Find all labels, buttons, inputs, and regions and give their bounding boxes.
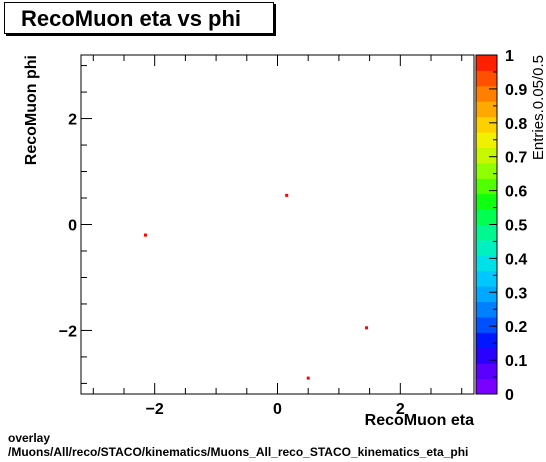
tick-labels: −2 0 2 −2 0 2 0 0.1 0.2 0.3 0.4 0.5 0.6 0.7 0.8 0.9 1 xyxy=(59,48,528,418)
colorbar-band xyxy=(476,239,497,256)
z-tick-label: 0.4 xyxy=(505,251,527,268)
footer-overlay-label: overlay xyxy=(8,431,51,445)
footer-histogram-path: /Muons/All/reco/STACO/kinematics/Muons_A… xyxy=(8,445,469,459)
colorbar-band xyxy=(476,162,497,179)
colorbar-band xyxy=(476,286,497,303)
colorbar-band xyxy=(476,132,497,148)
data-point xyxy=(365,326,369,330)
z-tick-label: 0.7 xyxy=(505,150,527,167)
colorbar-band xyxy=(476,301,497,318)
x-axis-label: RecoMuon eta xyxy=(365,412,474,429)
z-tick-label: 0.6 xyxy=(505,184,527,201)
colorbar-band xyxy=(476,101,497,118)
title-box: RecoMuon eta vs phi xyxy=(4,2,274,34)
colorbar-band xyxy=(476,332,497,349)
colorbar-band xyxy=(476,178,497,195)
chart-title: RecoMuon eta vs phi xyxy=(21,6,242,31)
colorbar-band xyxy=(476,347,497,364)
data-point xyxy=(285,193,289,197)
x-tick-label: 2 xyxy=(396,401,405,418)
z-tick-label: 1 xyxy=(505,48,514,65)
x-tick-label: 0 xyxy=(273,401,282,418)
z-axis-label: Entries.0.05/0.5 xyxy=(530,55,546,160)
y-tick-label: −2 xyxy=(59,323,77,340)
colorbar-band xyxy=(476,55,497,71)
z-tick-label: 0.2 xyxy=(505,319,527,336)
colorbar xyxy=(475,54,498,395)
data-point xyxy=(143,233,147,237)
z-tick-label: 0.9 xyxy=(505,82,527,99)
y-tick-label: 2 xyxy=(68,112,77,129)
colorbar-band xyxy=(476,147,497,164)
colorbar-band xyxy=(476,209,497,225)
colorbar-band xyxy=(476,224,497,241)
data-points xyxy=(143,193,369,380)
colorbar-band xyxy=(476,255,497,272)
z-tick-label: 0.5 xyxy=(505,218,527,235)
z-tick-label: 0 xyxy=(505,387,514,404)
data-point xyxy=(306,376,310,380)
colorbar-band xyxy=(476,270,497,287)
colorbar-band xyxy=(476,85,497,102)
y-tick-label: 0 xyxy=(68,218,77,235)
x-tick-label: −2 xyxy=(146,401,164,418)
colorbar-band xyxy=(476,316,497,333)
z-tick-label: 0.3 xyxy=(505,285,527,302)
colorbar-band xyxy=(476,70,497,87)
y-axis-label: RecoMuon phi xyxy=(23,55,40,165)
colorbar-band xyxy=(476,363,497,380)
colorbar-band xyxy=(476,378,497,395)
z-tick-label: 0.8 xyxy=(505,116,527,133)
axis-ticks xyxy=(81,55,463,394)
colorbar-band xyxy=(476,193,497,210)
colorbar-band xyxy=(476,116,497,133)
z-tick-label: 0.1 xyxy=(505,353,527,370)
plot-frame xyxy=(80,54,475,395)
